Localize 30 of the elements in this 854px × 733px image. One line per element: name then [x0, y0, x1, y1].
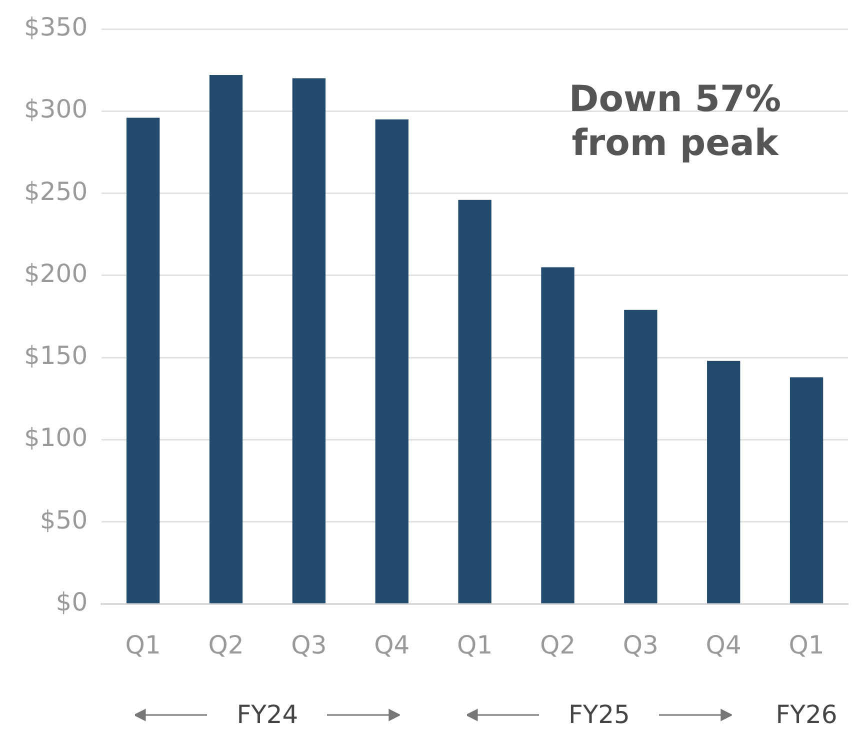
y-tick-label: $0: [56, 588, 88, 616]
x-tick-label: Q2: [208, 630, 244, 660]
bar: [375, 119, 408, 604]
bar: [126, 118, 160, 604]
bar: [209, 75, 243, 604]
x-tick-label: Q3: [622, 630, 658, 660]
y-tick-label: $250: [24, 176, 88, 206]
y-tick-label: $150: [24, 341, 88, 370]
bar: [458, 200, 492, 604]
y-tick-label: $100: [24, 423, 88, 452]
y-tick-label: $300: [24, 94, 88, 124]
y-tick-label: $50: [40, 505, 88, 534]
bar: [292, 78, 326, 604]
x-tick-label: Q2: [540, 630, 576, 660]
bar: [541, 267, 574, 604]
text: FY26: [776, 700, 838, 729]
x-tick-label: Q4: [374, 630, 410, 660]
y-tick-label: $350: [24, 12, 88, 42]
bar: [790, 377, 824, 604]
x-tick-label: Q4: [706, 630, 742, 660]
text: FY25: [568, 700, 630, 729]
text: FY24: [236, 700, 298, 729]
bar: [624, 310, 658, 604]
x-tick-label: Q3: [291, 630, 327, 660]
bar: [707, 360, 740, 604]
x-tick-label: Q1: [125, 630, 161, 660]
annotation: Down 57% from peak: [568, 78, 782, 166]
x-tick-label: Q1: [788, 630, 824, 660]
x-tick-label: Q1: [457, 630, 493, 660]
y-tick-label: $200: [24, 258, 88, 288]
